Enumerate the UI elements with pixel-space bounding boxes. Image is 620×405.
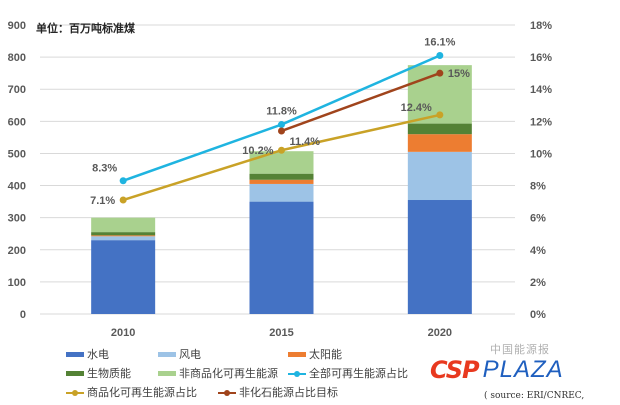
left-tick-label: 900 <box>8 20 26 32</box>
watermark-brand: CSP PLAZA <box>430 356 564 384</box>
bar-segment-2015 <box>249 151 314 174</box>
lines <box>119 52 444 204</box>
data-label: 10.2% <box>242 145 273 157</box>
stacked-bar-line-chart: 0 100 200 300 400 500 600 700 800 900 0% 2% 4% 6% 8% 1… <box>8 20 553 339</box>
legend-item: 太阳能 <box>288 348 342 361</box>
data-label: 11.8% <box>266 106 297 118</box>
bar-segment-2015 <box>249 201 314 314</box>
left-tick-label: 400 <box>8 181 26 193</box>
left-tick-label: 300 <box>8 213 26 225</box>
data-label: 11.4% <box>290 136 321 148</box>
right-tick-label: 16% <box>530 52 552 64</box>
source-note: ( source: ERI/CNREC, <box>484 391 585 401</box>
legend-swatch <box>158 371 176 376</box>
bar-segment-2010 <box>91 235 156 237</box>
line-point <box>119 177 127 185</box>
left-tick-label: 100 <box>8 277 26 289</box>
data-label: 7.1% <box>90 195 115 207</box>
line-point <box>278 127 285 135</box>
legend-item: 风电 <box>158 348 201 361</box>
legend-item: 水电 <box>66 348 109 361</box>
legend-item: 全部可再生能源占比 <box>288 367 408 380</box>
legend-label: 非化石能源占比目标 <box>239 386 338 399</box>
x-tick-label: 2015 <box>269 327 293 339</box>
right-tick-label: 8% <box>530 181 546 193</box>
legend-label: 风电 <box>179 348 201 361</box>
legend-swatch <box>66 352 84 357</box>
x-tick-label: 2020 <box>428 327 452 339</box>
line-point <box>278 121 285 129</box>
line-point <box>436 111 444 119</box>
legend-swatch <box>218 389 236 396</box>
legend-item: 非商品化可再生能源 <box>158 367 278 380</box>
bar-segment-2010 <box>91 240 156 314</box>
line-point <box>436 69 444 77</box>
bar-segment-2010 <box>91 232 156 236</box>
right-tick-label: 18% <box>530 20 552 32</box>
legend-label: 太阳能 <box>309 348 342 361</box>
legend-swatch <box>66 371 84 376</box>
line-point <box>278 146 285 154</box>
right-axis-ticks: 0% 2% 4% 6% 8% 10% 12% 14% 16% 18% <box>530 20 552 321</box>
data-label: 12.4% <box>401 102 432 114</box>
right-tick-label: 0% <box>530 309 546 321</box>
x-axis-ticks: 2010 2015 2020 <box>111 327 452 339</box>
legend-swatch <box>288 370 306 377</box>
legend-label: 生物质能 <box>87 367 131 380</box>
left-tick-label: 200 <box>8 245 26 257</box>
bar-segment-2015 <box>249 183 314 202</box>
right-tick-label: 4% <box>530 245 546 257</box>
right-tick-label: 10% <box>530 148 552 160</box>
x-tick-label: 2010 <box>111 327 135 339</box>
left-axis-ticks: 0 100 200 300 400 500 600 700 800 900 <box>8 20 26 321</box>
bar-segment-2015 <box>249 179 314 184</box>
legend-label: 全部可再生能源占比 <box>309 367 408 380</box>
right-tick-label: 14% <box>530 84 552 96</box>
bar-segment-2010 <box>91 236 156 241</box>
data-label: 8.3% <box>92 163 117 175</box>
data-label: 15% <box>448 68 470 80</box>
left-tick-label: 0 <box>20 309 26 321</box>
left-tick-label: 600 <box>8 116 26 128</box>
legend-label: 非商品化可再生能源 <box>179 367 278 380</box>
watermark-brand-csp: CSP <box>430 356 480 384</box>
bar-segment-2015 <box>249 173 314 180</box>
bars <box>91 65 472 314</box>
legend-swatch <box>158 352 176 357</box>
bar-segment-2020 <box>407 200 472 314</box>
watermark-brand-plaza: PLAZA <box>482 356 564 383</box>
bar-segment-2020 <box>407 123 472 135</box>
line-point <box>119 196 127 204</box>
right-tick-label: 6% <box>530 213 546 225</box>
bar-segment-2020 <box>407 151 472 201</box>
legend-label: 商品化可再生能源占比 <box>87 386 197 399</box>
data-label: 16.1% <box>424 37 455 49</box>
left-tick-label: 700 <box>8 84 26 96</box>
data-labels: 8.3% 11.8% 16.1% 7.1% 10.2% 12.4% 11.4% 15% <box>90 37 470 208</box>
left-tick-label: 800 <box>8 52 26 64</box>
legend-item: 商品化可再生能源占比 <box>66 386 197 399</box>
watermark: 中国能源报 CSP PLAZA <box>430 344 618 404</box>
right-tick-label: 12% <box>530 116 552 128</box>
left-tick-label: 500 <box>8 148 26 160</box>
legend-swatch <box>66 389 84 396</box>
right-tick-label: 2% <box>530 277 546 289</box>
legend-item: 非化石能源占比目标 <box>218 386 338 399</box>
unit-label: 单位：百万吨标准煤 <box>36 21 136 35</box>
legend-swatch <box>288 352 306 357</box>
line-point <box>436 52 444 60</box>
bar-segment-2010 <box>91 217 156 233</box>
legend-label: 水电 <box>87 348 109 361</box>
line-series <box>281 71 441 133</box>
bar-segment-2020 <box>407 134 472 152</box>
legend: 水电 风电 太阳能生物质能 非商品化可再生能源 全部可再生能源占比商品化可再生能源占比 非… <box>66 346 416 404</box>
watermark-cn-text: 中国能源报 <box>490 343 550 356</box>
legend-item: 生物质能 <box>66 367 131 380</box>
